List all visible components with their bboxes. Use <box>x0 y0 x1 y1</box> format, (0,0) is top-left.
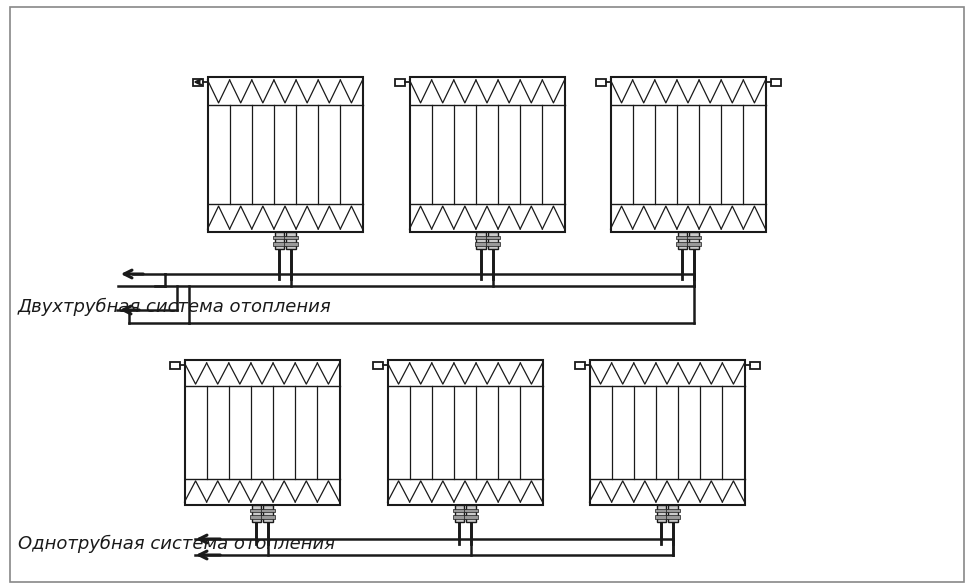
Bar <box>655 515 668 519</box>
Bar <box>595 79 606 86</box>
Bar <box>261 508 275 512</box>
Bar <box>750 362 760 369</box>
Bar <box>666 515 680 519</box>
Text: Двухтрубная система отопления: Двухтрубная система отопления <box>18 298 332 316</box>
Bar <box>486 242 500 246</box>
Bar <box>263 505 273 522</box>
Bar <box>488 232 498 249</box>
Bar <box>273 242 286 246</box>
Bar <box>249 515 263 519</box>
Bar <box>464 515 477 519</box>
Bar <box>655 508 668 512</box>
Bar <box>388 360 543 505</box>
Bar <box>474 235 488 239</box>
Bar <box>589 360 744 505</box>
Bar <box>676 242 689 246</box>
Text: Однотрубная система отопления: Однотрубная система отопления <box>18 535 335 553</box>
Bar <box>476 232 486 249</box>
Bar <box>286 232 295 249</box>
Bar <box>409 77 565 232</box>
Bar <box>193 79 203 86</box>
Bar <box>169 362 179 369</box>
Bar <box>249 508 263 512</box>
Bar <box>474 242 488 246</box>
Bar <box>668 505 678 522</box>
Bar <box>464 508 477 512</box>
Bar <box>770 79 780 86</box>
Bar <box>261 515 275 519</box>
Bar <box>689 232 698 249</box>
Bar <box>656 505 666 522</box>
Bar <box>284 242 297 246</box>
Bar <box>455 505 464 522</box>
Bar <box>687 242 700 246</box>
Bar <box>666 508 680 512</box>
Bar <box>184 360 340 505</box>
Bar <box>251 505 261 522</box>
Bar <box>611 77 766 232</box>
Bar <box>275 232 284 249</box>
Bar <box>453 508 466 512</box>
Bar <box>207 77 362 232</box>
Bar <box>466 505 475 522</box>
Bar <box>687 235 700 239</box>
Bar <box>372 362 383 369</box>
Bar <box>284 235 297 239</box>
Bar <box>453 515 466 519</box>
Bar <box>678 232 687 249</box>
Bar <box>676 235 689 239</box>
Bar <box>394 79 404 86</box>
Bar <box>486 235 500 239</box>
Bar <box>273 235 286 239</box>
Bar <box>575 362 584 369</box>
